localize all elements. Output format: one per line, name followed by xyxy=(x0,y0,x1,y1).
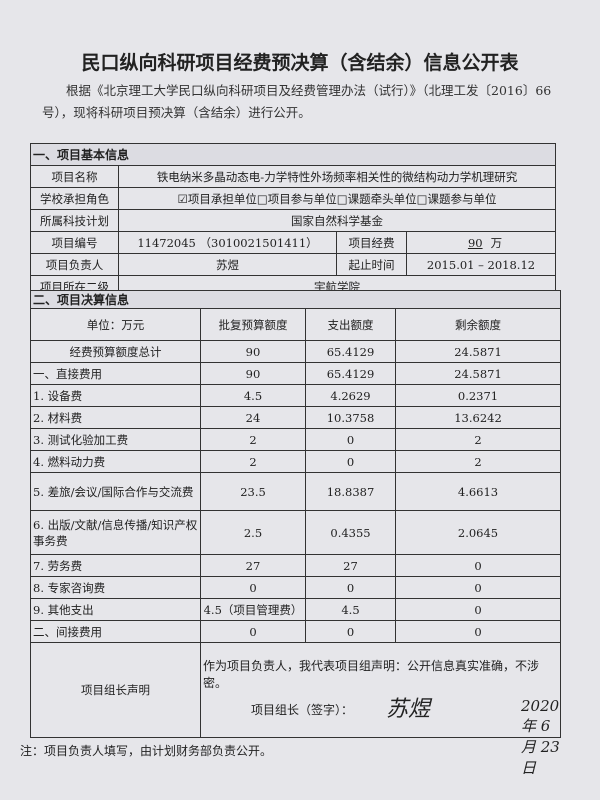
footnote: 注：项目负责人填写，由计划财务部负责公开。 xyxy=(20,744,273,758)
approved-value: 0 xyxy=(200,620,306,643)
item-name: 6. 出版/文献/信息传播/知识产权事务费 xyxy=(30,510,201,555)
page-title: 民口纵向科研项目经费预决算（含结余）信息公开表 xyxy=(81,52,519,74)
sign-label: 项目组长（签字）： xyxy=(251,703,354,717)
project-fund: 90 万 xyxy=(405,231,557,254)
remaining-value: 0.2371 xyxy=(394,384,562,407)
budget-row: 2. 材料费 24 10.3758 13.6242 xyxy=(30,406,562,429)
item-name: 经费预算额度总计 xyxy=(30,340,201,363)
remaining-value: 0 xyxy=(394,554,562,577)
approved-value: 23.5 xyxy=(200,472,306,511)
approved-value: 0 xyxy=(200,576,306,599)
header-spent: 支出额度 xyxy=(305,308,396,341)
spent-value: 65.4129 xyxy=(305,340,396,363)
spent-value: 0 xyxy=(305,450,396,473)
item-name: 3. 测试化验加工费 xyxy=(30,428,201,451)
item-name: 1. 设备费 xyxy=(30,384,201,407)
remaining-value: 4.6613 xyxy=(394,472,562,511)
label: 项目名称 xyxy=(30,165,119,188)
spent-value: 18.8387 xyxy=(305,472,396,511)
item-name: 4. 燃料动力费 xyxy=(30,450,201,473)
budget-row: 一、直接费用 90 65.4129 24.5871 xyxy=(30,362,562,385)
item-name: 7. 劳务费 xyxy=(30,554,201,577)
budget-row: 6. 出版/文献/信息传播/知识产权事务费 2.5 0.4355 2.0645 xyxy=(30,510,562,555)
remaining-value: 2.0645 xyxy=(394,510,562,555)
sign-date: 2020 年 6 月 23 日 xyxy=(521,697,560,777)
budget-row: 经费预算额度总计 90 65.4129 24.5871 xyxy=(30,340,562,363)
section-budget: 二、项目决算信息 xyxy=(29,290,562,309)
spent-value: 0 xyxy=(305,576,396,599)
budget-row: 5. 差旅/会议/国际合作与交流费 23.5 18.8387 4.6613 xyxy=(30,472,562,511)
remaining-value: 0 xyxy=(394,576,562,599)
remaining-value: 13.6242 xyxy=(394,406,562,429)
declaration-label: 项目组长声明 xyxy=(30,642,201,738)
remaining-value: 24.5871 xyxy=(394,362,562,385)
label: 项目负责人 xyxy=(30,253,119,276)
header-remaining: 剩余额度 xyxy=(394,308,562,341)
project-name: 铁电纳米多晶动态电-力学特性外场频率相关性的微结构动力学机理研究 xyxy=(117,165,557,188)
remaining-value: 24.5871 xyxy=(394,340,562,363)
label: 学校承担角色 xyxy=(30,187,119,210)
spent-value: 10.3758 xyxy=(305,406,396,429)
spent-value: 0 xyxy=(305,428,396,451)
remaining-value: 0 xyxy=(394,598,562,621)
spent-value: 0.4355 xyxy=(305,510,396,555)
budget-row: 3. 测试化验加工费 2 0 2 xyxy=(30,428,562,451)
label: 项目编号 xyxy=(30,231,119,254)
spent-value: 4.5 xyxy=(305,598,396,621)
approved-value: 27 xyxy=(200,554,306,577)
intro-paragraph: 根据《北京理工大学民口纵向科研项目及经费管理办法（试行）》（北理工发〔2016〕… xyxy=(42,83,552,120)
header-unit: 单位：万元 xyxy=(30,308,201,341)
spent-value: 4.2629 xyxy=(305,384,396,407)
section-basic-info: 一、项目基本信息 xyxy=(29,143,557,166)
item-name: 5. 差旅/会议/国际合作与交流费 xyxy=(30,472,201,511)
budget-row: 9. 其他支出 4.5（项目管理费） 4.5 0 xyxy=(30,598,562,621)
approved-value: 4.5（项目管理费） xyxy=(200,598,306,621)
spent-value: 27 xyxy=(305,554,396,577)
budget-row: 4. 燃料动力费 2 0 2 xyxy=(30,450,562,473)
label: 所属科技计划 xyxy=(30,209,119,232)
approved-value: 2 xyxy=(200,428,306,451)
budget-row: 8. 专家咨询费 0 0 0 xyxy=(30,576,562,599)
fund-unit: 万 xyxy=(490,235,503,250)
label: 项目经费 xyxy=(336,231,407,254)
remaining-value: 2 xyxy=(394,428,562,451)
remaining-value: 0 xyxy=(394,620,562,643)
item-name: 一、直接费用 xyxy=(30,362,201,385)
item-name: 二、间接费用 xyxy=(30,620,201,643)
declaration-cell: 作为项目负责人，我代表项目组声明：公开信息真实准确，不涉密。 项目组长（签字）：… xyxy=(199,642,562,777)
project-leader: 苏煜 xyxy=(118,253,337,276)
item-name: 2. 材料费 xyxy=(30,406,201,429)
signature: 苏煜 xyxy=(386,697,431,722)
approved-value: 90 xyxy=(200,362,306,385)
approved-value: 90 xyxy=(200,340,306,363)
project-code: 11472045 （3010021501411） xyxy=(118,231,337,254)
approved-value: 4.5 xyxy=(200,384,306,407)
approved-value: 2 xyxy=(200,450,306,473)
budget-row: 1. 设备费 4.5 4.2629 0.2371 xyxy=(30,384,562,407)
spent-value: 65.4129 xyxy=(305,362,396,385)
budget-row: 二、间接费用 0 0 0 xyxy=(30,620,562,643)
budget-table: 二、项目决算信息 单位：万元 批复预算额度 支出额度 剩余额度 经费预算额度总计… xyxy=(29,290,562,777)
basic-info-table: 一、项目基本信息 项目名称 铁电纳米多晶动态电-力学特性外场频率相关性的微结构动力… xyxy=(29,143,557,298)
label: 起止时间 xyxy=(336,253,407,276)
spent-value: 0 xyxy=(305,620,396,643)
approved-value: 24 xyxy=(200,406,306,429)
budget-row: 7. 劳务费 27 27 0 xyxy=(30,554,562,577)
plan: 国家自然科学基金 xyxy=(117,209,557,232)
fund-value: 90 xyxy=(467,235,483,250)
header-approved: 批复预算额度 xyxy=(200,308,306,341)
item-name: 8. 专家咨询费 xyxy=(30,576,201,599)
approved-value: 2.5 xyxy=(200,510,306,555)
item-name: 9. 其他支出 xyxy=(30,598,201,621)
declaration-text: 作为项目负责人，我代表项目组声明：公开信息真实准确，不涉密。 xyxy=(203,659,540,690)
remaining-value: 2 xyxy=(394,450,562,473)
school-role: ☑项目承担单位□项目参与单位□课题牵头单位□课题参与单位 xyxy=(117,187,557,210)
project-period: 2015.01 – 2018.12 xyxy=(405,253,557,276)
